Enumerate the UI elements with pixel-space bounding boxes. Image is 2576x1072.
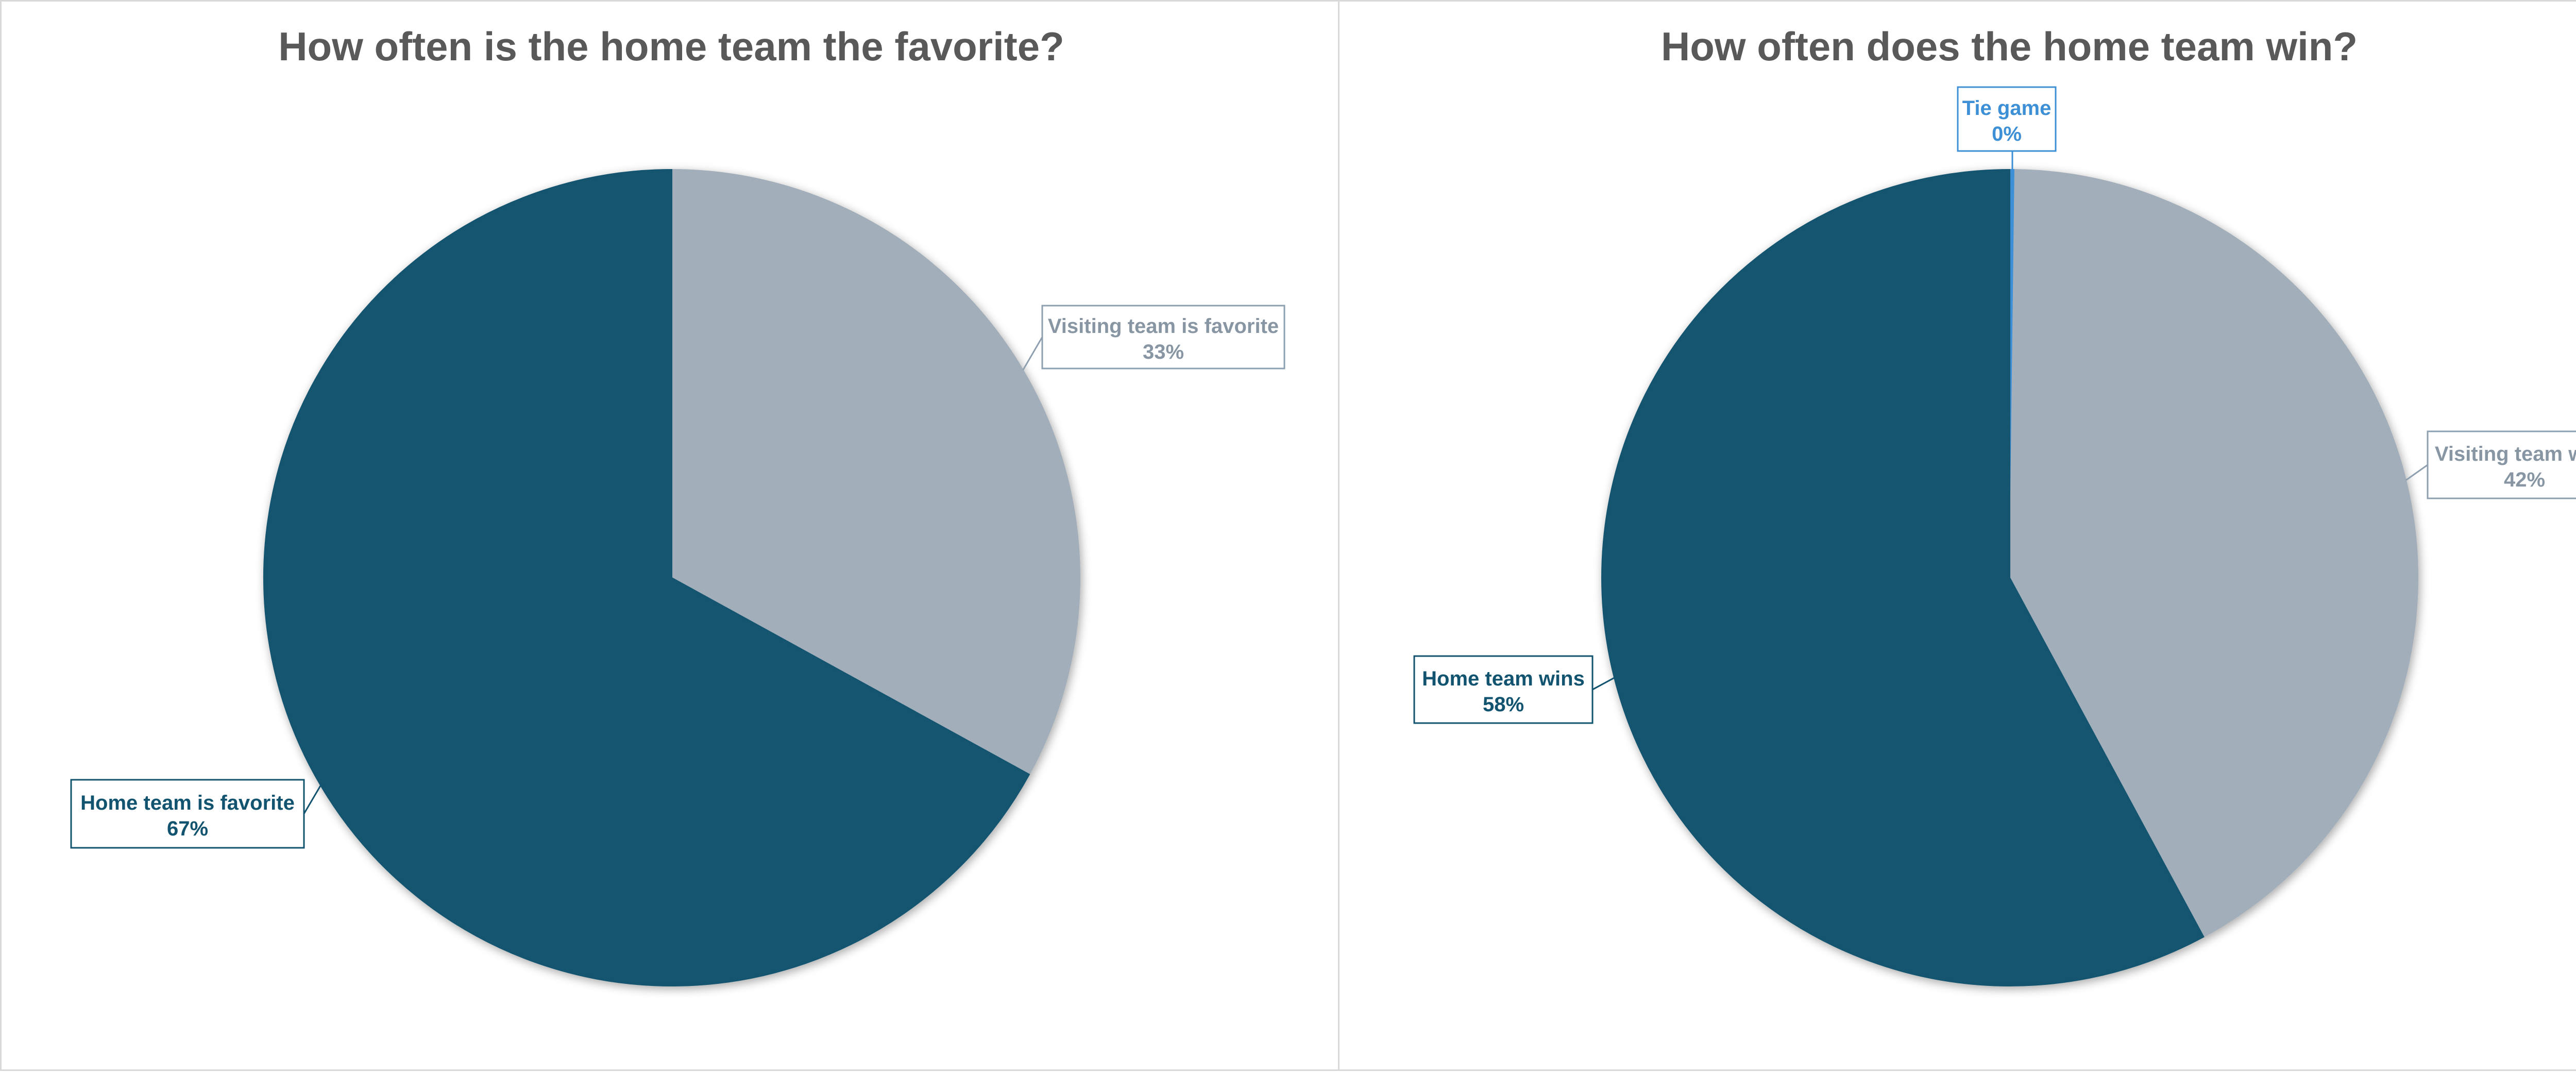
callout-leader-home-team-is-favorite [303, 785, 321, 814]
chart-title: How often does the home team win? [1661, 24, 2358, 69]
data-label-name: Tie game [1962, 97, 2052, 120]
pie-chart-home-wins: How often does the home team win? Tie ga… [1413, 24, 2576, 986]
callout-box-home-team-wins [1413, 655, 1594, 724]
callout-box-visiting-team-is-favorite [1041, 305, 1285, 370]
callout-leader-visiting-team-wins [2405, 464, 2428, 481]
callout-box-visiting-team-wins [2427, 430, 2576, 499]
data-label-value: 58% [1483, 693, 1524, 716]
chart-title: How often is the home team the favorite? [278, 24, 1064, 69]
data-label-name: Home team is favorite [80, 792, 295, 814]
data-label-name: Visiting team is favorite [1048, 315, 1279, 338]
callout-box-tie-game [1957, 86, 2057, 152]
data-label-value: 0% [1992, 123, 2022, 145]
data-label-name: Visiting team wins [2435, 443, 2576, 465]
pie-slice-home-team-wins [1601, 169, 2205, 986]
data-label-name: Home team wins [1422, 667, 1585, 690]
pie-slice-visiting-team-wins [2009, 169, 2418, 938]
callout-leader-home-team-wins [1592, 677, 1615, 691]
data-label-value: 33% [1143, 341, 1184, 363]
callout-leader-visiting-team-is-favorite [1022, 337, 1043, 371]
callout-box-home-team-is-favorite [70, 779, 305, 849]
pie-chart-home-favorite: How often is the home team the favorite?… [70, 24, 1285, 986]
chart-panel-home-favorite: How often is the home team the favorite?… [0, 0, 1340, 1071]
data-label-value: 67% [167, 817, 208, 840]
chart-panel-home-wins: How often does the home team win? Tie ga… [1338, 0, 2576, 1071]
pie-slice-visiting-team-is-favorite [671, 169, 1080, 775]
pie-slice-home-team-is-favorite [263, 169, 1030, 986]
data-label-value: 42% [2504, 468, 2545, 491]
